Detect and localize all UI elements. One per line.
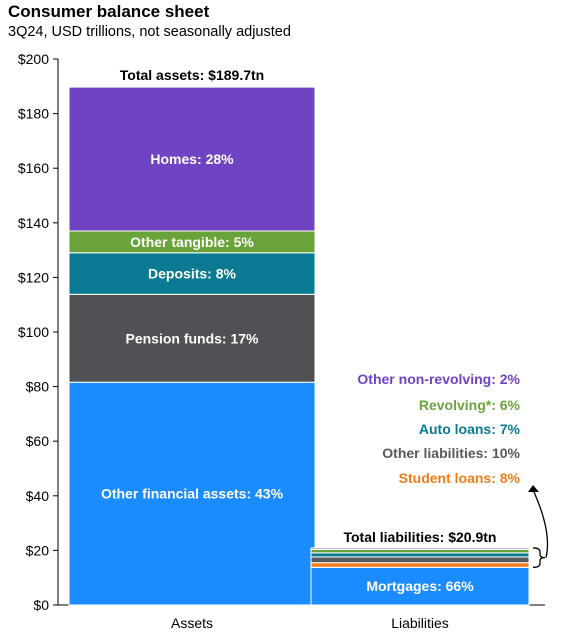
bar-labels: Other financial assets: 43% Pension funds… bbox=[101, 67, 497, 594]
chart-subtitle: 3Q24, USD trillions, not seasonally adju… bbox=[8, 24, 291, 40]
y-tick-label: $160 bbox=[18, 160, 49, 176]
bar-segment-liabilities-other-liabilities bbox=[310, 556, 530, 564]
total-label-liabilities: Total liabilities: $20.9tn bbox=[343, 529, 496, 545]
segment-label-deposits: Deposits: 8% bbox=[148, 266, 236, 282]
bar-segment-assets-homes bbox=[68, 86, 316, 232]
liabilities-callout: Other non-revolving: 2% Revolving*: 6% Aut… bbox=[357, 371, 549, 568]
segment-label-pension-funds: Pension funds: 17% bbox=[125, 330, 259, 346]
callout-label-other-liabilities: Other liabilities: 10% bbox=[382, 445, 520, 461]
bar-segment-assets-pension-funds bbox=[68, 293, 316, 383]
bars bbox=[68, 86, 530, 606]
y-tick-label: $120 bbox=[18, 269, 49, 285]
y-tick-label: $60 bbox=[26, 433, 50, 449]
y-tick-label: $140 bbox=[18, 215, 49, 231]
y-tick-label: $40 bbox=[26, 488, 50, 504]
bar-segment-liabilities-other-non-revolving bbox=[310, 547, 530, 550]
segment-label-other-financial-assets: Other financial assets: 43% bbox=[101, 486, 284, 502]
x-tick-label: Liabilities bbox=[391, 615, 449, 631]
segment-label-other-tangible: Other tangible: 5% bbox=[130, 234, 254, 250]
callout-label-student-loans: Student loans: 8% bbox=[399, 470, 521, 486]
bar-segment-liabilities-auto-loans bbox=[310, 552, 530, 558]
segment-label-mortgages: Mortgages: 66% bbox=[366, 578, 474, 594]
bar-segment-liabilities-revolving bbox=[310, 548, 530, 554]
y-tick-label: $100 bbox=[18, 324, 49, 340]
y-tick-label: $0 bbox=[33, 597, 49, 613]
chart-title: Consumer balance sheet bbox=[8, 2, 210, 21]
total-label-assets: Total assets: $189.7tn bbox=[120, 67, 264, 83]
x-tick-label: Assets bbox=[171, 615, 213, 631]
y-tick-label: $200 bbox=[18, 51, 49, 67]
y-tick-label: $80 bbox=[26, 379, 50, 395]
arrow-head-icon bbox=[528, 485, 539, 492]
bar-segment-assets-other-financial-assets bbox=[68, 381, 316, 606]
callout-label-auto-loans: Auto loans: 7% bbox=[419, 421, 521, 437]
bar-segment-liabilities-mortgages bbox=[310, 566, 530, 606]
y-tick-label: $180 bbox=[18, 106, 49, 122]
callout-label-revolving: Revolving*: 6% bbox=[419, 397, 521, 413]
y-tick-label: $20 bbox=[26, 542, 50, 558]
callout-label-other-non-revolving: Other non-revolving: 2% bbox=[357, 371, 520, 387]
bar-segment-liabilities-student-loans bbox=[310, 562, 530, 568]
brace-icon bbox=[532, 547, 546, 568]
arrow-line bbox=[533, 491, 549, 558]
segment-label-homes: Homes: 28% bbox=[150, 151, 234, 167]
